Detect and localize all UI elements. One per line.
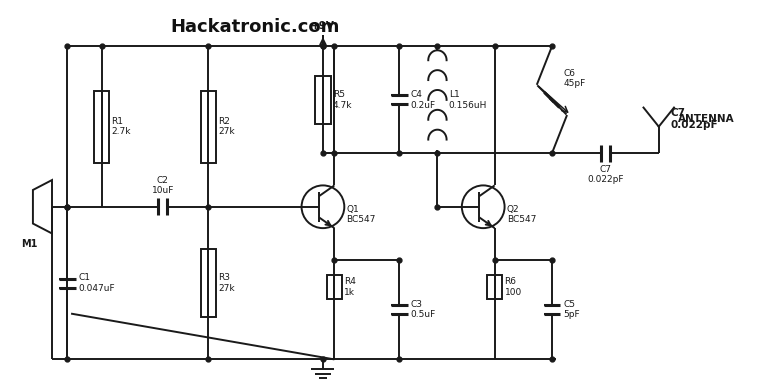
Text: R2
27k: R2 27k bbox=[218, 117, 235, 136]
Text: C4
0.2uF: C4 0.2uF bbox=[411, 90, 435, 110]
Bar bbox=[94, 90, 109, 163]
Bar bbox=[200, 249, 216, 318]
Text: C1
0.047uF: C1 0.047uF bbox=[78, 273, 115, 293]
Text: +9V: +9V bbox=[311, 21, 335, 31]
Text: C3
0.5uF: C3 0.5uF bbox=[411, 300, 436, 319]
Bar bbox=[200, 90, 216, 163]
Text: C7
0.022pF: C7 0.022pF bbox=[587, 165, 624, 184]
Text: R6
100: R6 100 bbox=[505, 277, 521, 296]
Text: R5
4.7k: R5 4.7k bbox=[333, 90, 353, 110]
Text: R4
1k: R4 1k bbox=[344, 277, 356, 296]
Text: Q1
BC547: Q1 BC547 bbox=[346, 205, 376, 224]
Text: C6
45pF: C6 45pF bbox=[564, 69, 586, 88]
Text: R1
2.7k: R1 2.7k bbox=[111, 117, 131, 136]
Text: C2
10uF: C2 10uF bbox=[151, 176, 174, 195]
Text: M1: M1 bbox=[21, 239, 38, 249]
Text: C7
0.022pF: C7 0.022pF bbox=[670, 108, 718, 130]
Bar bbox=[326, 275, 342, 299]
Bar bbox=[316, 76, 330, 124]
Text: Hackatronic.com: Hackatronic.com bbox=[170, 18, 339, 36]
Text: L1
0.156uH: L1 0.156uH bbox=[449, 90, 487, 110]
Text: ANTENNA: ANTENNA bbox=[678, 114, 734, 124]
Text: C5
5pF: C5 5pF bbox=[564, 300, 580, 319]
Text: R3
27k: R3 27k bbox=[218, 273, 235, 293]
Bar bbox=[487, 275, 502, 299]
Text: Q2
BC547: Q2 BC547 bbox=[507, 205, 536, 224]
